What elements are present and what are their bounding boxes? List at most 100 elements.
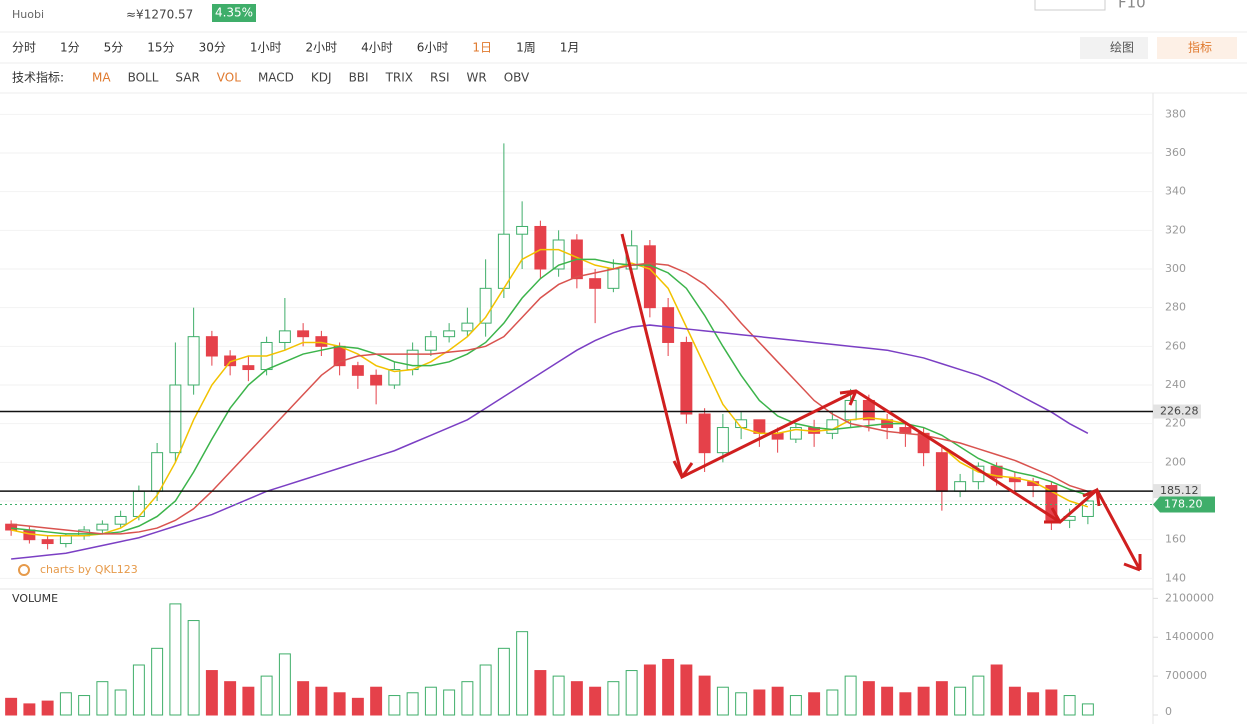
y-tick-label: 700000 <box>1165 669 1207 682</box>
volume-bar <box>662 658 675 716</box>
candle-body <box>516 225 529 235</box>
candle-body <box>114 515 127 525</box>
candle-body <box>424 336 437 351</box>
annotation-arrows <box>620 233 1142 572</box>
watermark: charts by QKL123 <box>40 563 138 576</box>
logo <box>18 564 30 576</box>
volume-bar <box>972 675 985 716</box>
period[interactable]: 1小时 <box>250 41 282 55</box>
volume-title: VOLUME <box>12 592 58 605</box>
change-badge <box>212 4 256 22</box>
candle-body <box>662 307 675 343</box>
period[interactable]: 30分 <box>199 41 226 55</box>
candle-body <box>169 384 182 454</box>
indicator[interactable]: MACD <box>258 71 294 85</box>
volume-bar <box>844 675 857 716</box>
y-tick-label: 140 <box>1165 571 1186 584</box>
volume-bar <box>205 670 218 716</box>
period[interactable]: 分时 <box>12 41 36 55</box>
indicator[interactable]: VOL <box>217 71 241 85</box>
last-price-label: 178.20 <box>1164 497 1203 510</box>
candle-body <box>643 245 656 309</box>
volume-bar <box>333 692 346 716</box>
volume-bar <box>224 681 237 716</box>
volume-bar <box>260 675 273 716</box>
period[interactable]: 4小时 <box>361 41 393 55</box>
y-tick-label: 220 <box>1165 417 1186 430</box>
period[interactable]: 6小时 <box>417 41 449 55</box>
candle-body <box>826 419 839 434</box>
volume-bar <box>789 695 802 716</box>
volume-bar <box>516 631 529 716</box>
y-tick-label: 1400000 <box>1165 630 1214 643</box>
last-price-tag <box>1153 496 1215 513</box>
volume-bar <box>607 681 620 716</box>
volume-bar <box>479 664 492 716</box>
volume-bar <box>625 670 638 716</box>
y-tick-label: 320 <box>1165 223 1186 236</box>
tool[interactable]: 绘图 <box>1110 40 1134 55</box>
volume-bar <box>990 664 1003 716</box>
volume-bar <box>406 692 419 716</box>
volume-bar <box>771 686 784 716</box>
tool[interactable]: 指标 <box>1188 40 1212 55</box>
volume-bar <box>954 686 967 716</box>
level-label: 185.12 <box>1160 484 1199 497</box>
indicator-button[interactable] <box>1157 37 1237 59</box>
indicator[interactable]: SAR <box>175 71 199 85</box>
candle-body <box>680 341 693 415</box>
candle-body <box>497 233 510 289</box>
indicator[interactable]: BBI <box>349 71 369 85</box>
indicator[interactable]: KDJ <box>311 71 332 85</box>
indicator[interactable]: BOLL <box>128 71 159 85</box>
volume-bar <box>1027 692 1040 716</box>
f10[interactable]: F10 <box>1118 0 1146 12</box>
candle-body <box>935 452 948 492</box>
candle-body <box>461 322 474 332</box>
volume-bar <box>388 695 401 716</box>
volume-bar <box>1045 689 1058 716</box>
indicator[interactable]: TRIX <box>385 71 413 85</box>
draw-button[interactable] <box>1080 37 1148 59</box>
volume-bar <box>169 603 182 716</box>
volume-bar <box>187 620 200 716</box>
candle-body <box>406 349 419 371</box>
volume-bar <box>351 697 364 716</box>
candle-body <box>370 374 383 386</box>
period[interactable]: 1分 <box>60 41 80 55</box>
volume-bar <box>461 681 474 716</box>
indicator[interactable]: MA <box>92 71 111 85</box>
indicator[interactable]: OBV <box>504 71 530 85</box>
level-tag <box>1153 404 1201 419</box>
candle-body <box>589 278 602 289</box>
volume-bar <box>862 681 875 716</box>
param-button[interactable] <box>1034 0 1106 11</box>
indicator[interactable]: WR <box>467 71 487 85</box>
candle-body <box>205 336 218 357</box>
volume-bar <box>443 689 456 716</box>
candle-body <box>753 419 766 434</box>
period[interactable]: 2小时 <box>306 41 338 55</box>
y-tick-label: 380 <box>1165 107 1186 120</box>
candle-body <box>388 369 401 386</box>
period[interactable]: 1周 <box>516 41 536 55</box>
volume-bar <box>735 692 748 716</box>
volume-bar <box>5 697 18 716</box>
volume-bar <box>242 686 255 716</box>
volume-bar <box>899 692 912 716</box>
volume-bar <box>1008 686 1021 716</box>
y-tick-label: 0 <box>1165 705 1172 718</box>
volume-bar <box>881 686 894 716</box>
candle-body <box>59 535 72 545</box>
indicator[interactable]: RSI <box>430 71 450 85</box>
period[interactable]: 15分 <box>147 41 174 55</box>
candle-body <box>716 427 729 454</box>
y-tick-label: 200 <box>1165 455 1186 468</box>
volume-bar <box>643 664 656 716</box>
period[interactable]: 1日 <box>472 41 492 55</box>
candle-body <box>479 287 492 324</box>
volume-bar <box>96 681 109 716</box>
candle-body <box>242 365 255 371</box>
period[interactable]: 5分 <box>104 41 124 55</box>
period[interactable]: 1月 <box>560 41 580 55</box>
